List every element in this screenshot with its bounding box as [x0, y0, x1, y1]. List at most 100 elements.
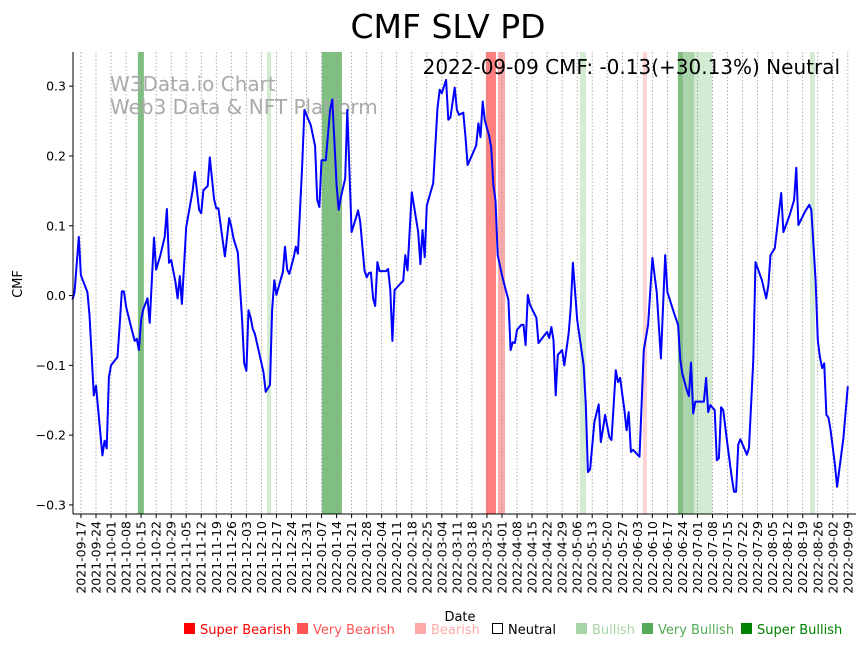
cmf-series-line [71, 78, 849, 493]
legend-item-very-bearish: Very Bearish [297, 623, 395, 638]
x-tick-label: 2022-07-29 [750, 521, 765, 594]
x-tick-label: 2022-07-01 [690, 521, 705, 594]
x-tick-label: 2022-01-28 [359, 521, 374, 594]
x-tick-label: 2022-02-25 [419, 521, 434, 594]
x-tick-label: 2022-02-11 [389, 521, 404, 594]
band-bullish [694, 52, 713, 514]
x-tick-label: 2022-08-05 [765, 521, 780, 594]
legend-swatch [492, 623, 503, 634]
y-axis-label: CMF [11, 270, 26, 298]
y-tick-label: 0.0 [46, 288, 66, 303]
x-tick-label: 2022-03-04 [434, 521, 449, 594]
legend-swatch [642, 623, 653, 634]
watermark-line-1: W3Data.io Chart [110, 72, 276, 96]
x-tick-label: 2022-02-18 [404, 521, 419, 594]
legend-item-super-bearish: Super Bearish [184, 623, 291, 638]
x-tick-label: 2021-12-10 [254, 521, 269, 594]
x-tick-label: 2021-11-19 [209, 521, 224, 594]
y-tick-label: −0.1 [36, 358, 66, 373]
x-tick-label: 2021-09-24 [88, 521, 103, 594]
band-super-bullish [677, 52, 683, 514]
legend-item-very-bullish: Very Bullish [642, 623, 734, 638]
x-tick-label: 2022-09-02 [825, 521, 840, 594]
x-tick-label: 2021-10-15 [134, 521, 149, 594]
y-axis-ticks: 0.3 0.2 0.1 0.0 −0.1 −0.2 −0.3 [36, 79, 73, 512]
y-tick-label: −0.3 [36, 497, 66, 512]
x-tick-label: 2021-10-22 [149, 521, 164, 594]
legend-swatch [576, 623, 587, 634]
band-very-bearish [497, 52, 505, 514]
x-gridlines [80, 52, 849, 514]
chart-title: CMF SLV PD [350, 7, 545, 46]
x-tick-label: 2022-03-25 [479, 521, 494, 594]
legend-label: Very Bullish [658, 623, 734, 638]
band-bearish [642, 52, 647, 514]
legend-item-bullish: Bullish [576, 623, 635, 638]
band-super-bullish [321, 52, 342, 514]
legend-swatch [184, 623, 195, 634]
band-bullish [266, 52, 272, 514]
x-tick-label: 2021-12-17 [269, 521, 284, 594]
y-tick-label: 0.3 [46, 79, 66, 94]
watermark-line-2: Web3 Data & NFT Platform [110, 95, 378, 119]
band-bullish [810, 52, 815, 514]
x-tick-label: 2022-05-20 [600, 521, 615, 594]
x-tick-label: 2022-04-08 [510, 521, 525, 594]
legend-swatch [415, 623, 426, 634]
x-tick-label: 2022-08-26 [810, 521, 825, 594]
x-tick-label: 2022-04-29 [555, 521, 570, 594]
x-tick-label: 2021-11-12 [194, 521, 209, 594]
y-tick-label: 0.2 [46, 148, 66, 163]
legend: Super Bearish Very Bearish Bearish Neutral B… [184, 623, 842, 638]
x-tick-label: 2022-09-09 [840, 521, 855, 594]
x-tick-label: 2022-04-01 [494, 521, 509, 594]
latest-value-annotation: 2022-09-09 CMF: -0.13(+30.13%) Neutral [423, 55, 840, 79]
x-tick-label: 2022-06-24 [675, 521, 690, 594]
x-tick-label: 2022-07-22 [735, 521, 750, 594]
x-tick-label: 2022-01-21 [344, 521, 359, 594]
legend-item-super-bullish: Super Bullish [741, 623, 842, 638]
y-tick-label: −0.2 [36, 428, 66, 443]
x-tick-label: 2022-01-14 [329, 521, 344, 594]
x-tick-label: 2022-05-27 [615, 521, 630, 594]
x-tick-label: 2022-06-03 [630, 521, 645, 594]
x-axis-ticks: 2021-09-17 2021-09-24 2021-10-01 2021-10-08… [73, 514, 855, 594]
legend-label: Super Bullish [757, 623, 842, 638]
x-tick-label: 2021-10-08 [119, 521, 134, 594]
legend-label: Bearish [431, 623, 480, 638]
band-bullish [579, 52, 586, 514]
x-tick-label: 2022-03-18 [464, 521, 479, 594]
legend-label: Neutral [508, 623, 556, 638]
x-tick-label: 2021-12-24 [284, 521, 299, 594]
x-tick-label: 2021-10-29 [164, 521, 179, 594]
x-tick-label: 2022-06-10 [645, 521, 660, 594]
legend-label: Super Bearish [200, 623, 291, 638]
x-tick-label: 2021-11-05 [179, 521, 194, 594]
x-tick-label: 2022-02-04 [374, 521, 389, 594]
legend-swatch [297, 623, 308, 634]
x-tick-label: 2022-08-12 [780, 521, 795, 594]
band-super-bearish [485, 52, 496, 514]
legend-item-bearish: Bearish [415, 623, 480, 638]
x-tick-label: 2021-12-31 [299, 521, 314, 594]
x-tick-label: 2021-12-03 [239, 521, 254, 594]
x-tick-label: 2022-07-08 [705, 521, 720, 594]
x-tick-label: 2022-05-06 [570, 521, 585, 594]
legend-swatch [741, 623, 752, 634]
legend-item-neutral: Neutral [492, 623, 556, 638]
y-tick-label: 0.1 [46, 218, 66, 233]
x-tick-label: 2021-09-17 [73, 521, 88, 594]
x-axis-label: Date [444, 610, 475, 625]
band-very-bullish [682, 52, 695, 514]
x-tick-label: 2022-07-15 [720, 521, 735, 594]
x-tick-label: 2022-08-19 [795, 521, 810, 594]
x-tick-label: 2022-01-07 [314, 521, 329, 594]
x-tick-label: 2021-10-01 [104, 521, 119, 594]
x-tick-label: 2022-03-11 [449, 521, 464, 594]
x-tick-label: 2022-04-15 [525, 521, 540, 594]
x-tick-label: 2021-11-26 [224, 521, 239, 594]
x-tick-label: 2022-05-13 [585, 521, 600, 594]
x-tick-label: 2022-04-22 [540, 521, 555, 594]
legend-label: Very Bearish [313, 623, 395, 638]
